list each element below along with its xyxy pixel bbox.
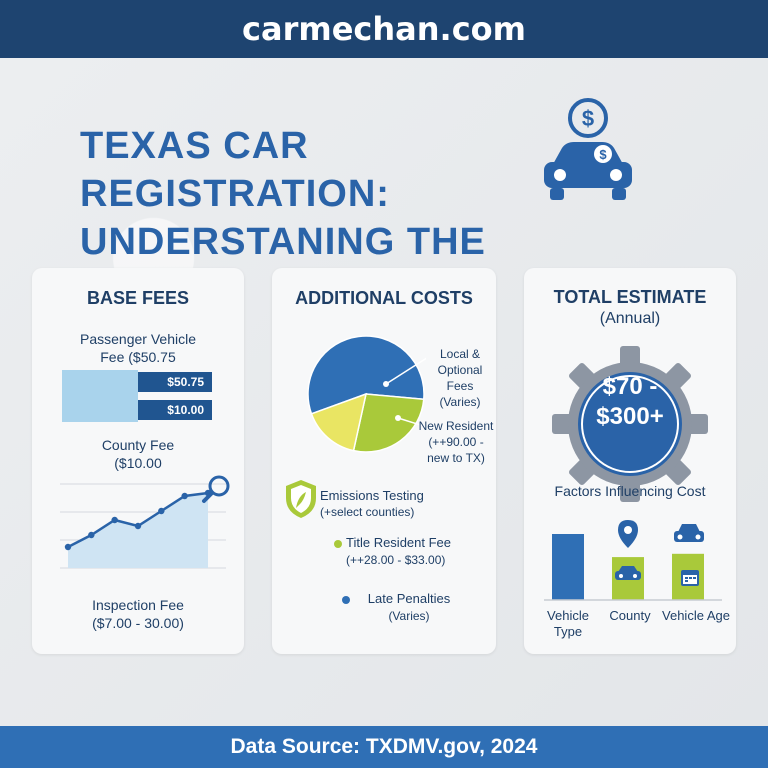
factor-bar [552,534,584,600]
passenger-fee-label: Passenger Vehicle Fee ($50.75 [80,331,196,365]
inspection-fee-line-chart [60,475,230,569]
total-estimate-card: TOTAL ESTIMATE (Annual) $70 - $300+ Fact… [524,268,736,654]
line-point [134,522,142,530]
late-penalties-bullet [342,596,350,604]
title-fee-label: Title Resident Fee (++28.00 - $33.00) [346,535,452,567]
data-source-footer: Data Source: TXDMV.gov, 2024 [0,726,768,768]
additional-costs-pie-chart [307,335,426,453]
line-point [181,492,188,500]
passenger-fee-data-label: $50.75 [167,375,204,389]
base-fee-bar-background [62,370,138,422]
car-dollar-icon: $ $ [544,98,632,200]
emissions-testing-label: Emissions Testing (+select counties) [320,488,424,519]
county-car-icon [615,566,641,580]
map-pin-icon [618,520,638,548]
base-fees-card: BASE FEES Passenger Vehicle Fee ($50.75 … [32,268,244,654]
total-estimate-value: $70 - $300+ [596,373,664,430]
svg-text:$: $ [582,106,594,131]
page-title-line-1: TEXAS CAR REGISTRATION: [80,125,390,215]
local-fees-label: Local & Optional Fees (Varies) [437,347,483,409]
additional-costs-card: ADDITIONAL COSTS Local & Optional Fees (… [272,268,496,654]
magnifier-icon [202,475,230,503]
county-fee-label: County Fee ($10.00 [101,437,175,471]
site-name[interactable]: carmechan.com [242,10,526,48]
county-fee-bar: $10.00 [138,400,212,420]
factor-vehicle-type-label: Vehicle Type [547,608,589,639]
shield-icon [286,480,316,518]
inspection-fee-label: Inspection Fee ($7.00 - 30.00) [92,597,184,631]
factors-bar-chart [544,520,722,601]
line-area [68,493,208,568]
site-header: carmechan.com [0,0,768,58]
additional-costs-heading: ADDITIONAL COSTS [295,288,473,308]
county-fee-data-label: $10.00 [167,403,204,417]
data-source-text: Data Source: TXDMV.gov, 2024 [230,735,538,758]
factor-county-label: County [609,608,651,623]
passenger-fee-bar: $50.75 [138,372,212,392]
line-point [158,507,165,515]
total-estimate-heading: TOTAL ESTIMATE (Annual) [553,287,707,327]
svg-text:$: $ [599,147,607,162]
calendar-icon [681,570,699,586]
line-point [88,531,95,539]
pie-slice [310,392,368,452]
pie-slice [352,393,425,453]
line-point [111,516,118,524]
base-fees-heading: BASE FEES [86,288,190,308]
car-icon [674,524,704,542]
late-penalties-label: Late Penalties (Varies) [367,591,451,623]
line-point [64,543,72,551]
title-fee-bullet [334,540,342,548]
pie-slice [307,335,425,415]
factors-label: Factors Influencing Cost [554,483,706,499]
gear-icon [552,346,708,502]
new-resident-label: New Resident (++90.00 - new to TX) [418,419,494,465]
factor-vehicle-age-label: Vehicle Age [662,608,730,623]
